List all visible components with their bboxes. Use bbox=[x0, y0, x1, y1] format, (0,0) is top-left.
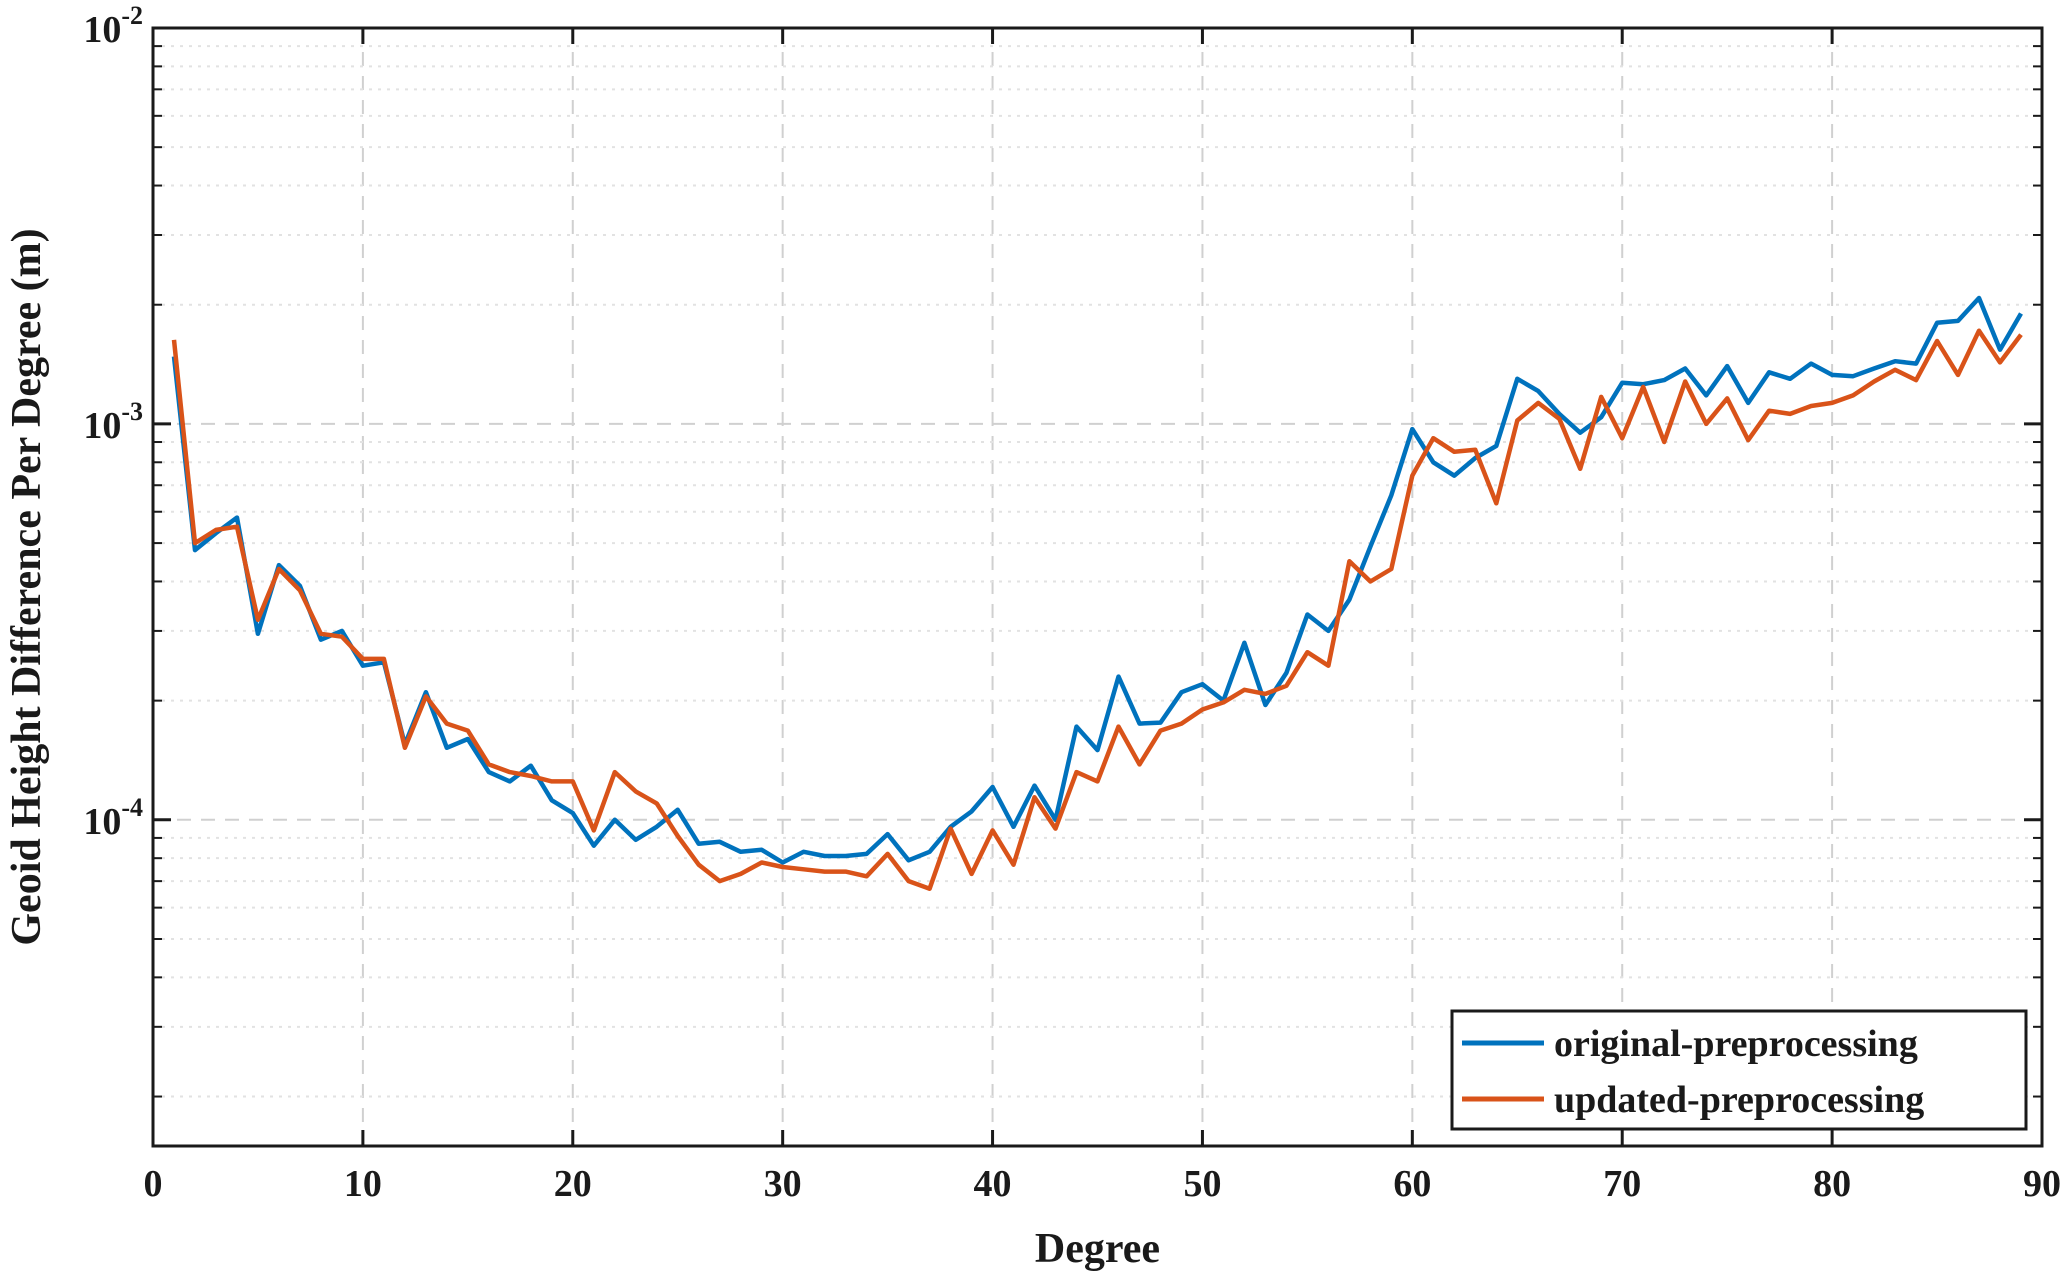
x-tick-label: 90 bbox=[2023, 1163, 2061, 1205]
y-tick-label: 10-4 bbox=[83, 793, 143, 843]
series-line-updated bbox=[171, 328, 2023, 891]
y-axis-label: Geoid Height Difference Per Degree (m) bbox=[4, 228, 50, 945]
legend-label-original: original-preprocessing bbox=[1554, 1023, 1918, 1065]
legend-box bbox=[1450, 1009, 2028, 1131]
y-tick-label: 10-3 bbox=[83, 397, 143, 447]
x-tick-label: 30 bbox=[764, 1163, 802, 1205]
x-tick-label: 0 bbox=[144, 1163, 163, 1205]
x-tick-label: 10 bbox=[344, 1163, 382, 1205]
y-tick-label: 10-2 bbox=[83, 1, 143, 51]
plot-frame bbox=[151, 26, 2044, 1148]
legend: original-preprocessing updated-preproces… bbox=[1450, 1009, 2028, 1131]
axis-ticks: 0 10 20 30 40 50 60 70 80 90 10-4 10-3 10-2 bbox=[83, 1, 2061, 1205]
x-axis-label: Degree bbox=[1035, 1226, 1160, 1272]
series-line-original bbox=[171, 295, 2023, 865]
x-tick-label: 40 bbox=[974, 1163, 1012, 1205]
x-tick-label: 60 bbox=[1393, 1163, 1431, 1205]
grid bbox=[153, 28, 2042, 1146]
x-tick-label: 70 bbox=[1603, 1163, 1641, 1205]
series-lines bbox=[171, 295, 2023, 891]
x-tick-label: 20 bbox=[554, 1163, 592, 1205]
x-tick-label: 80 bbox=[1813, 1163, 1851, 1205]
legend-label-updated: updated-preprocessing bbox=[1554, 1079, 1924, 1121]
x-tick-label: 50 bbox=[1183, 1163, 1221, 1205]
